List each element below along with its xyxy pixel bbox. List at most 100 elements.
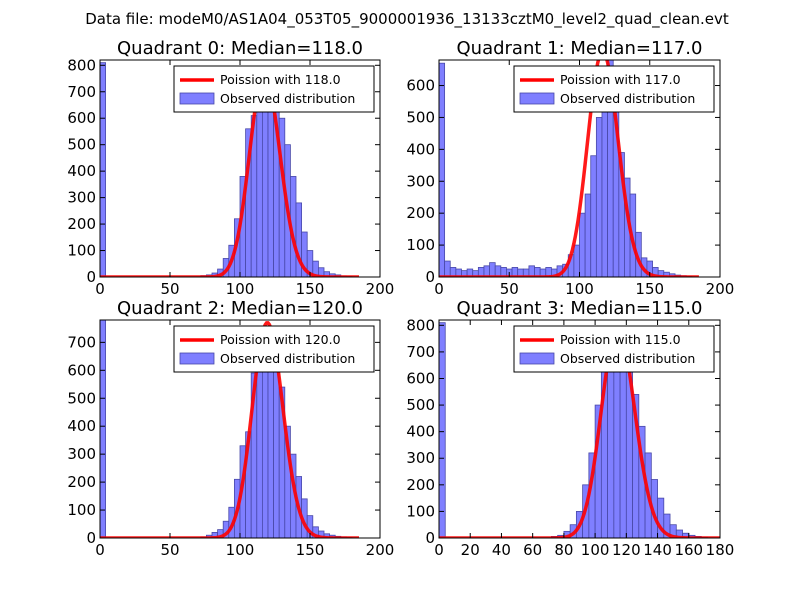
poisson-curve [439,60,699,277]
x-tick-label: 20 [461,541,480,559]
x-tick-label: 140 [643,541,672,559]
histogram-bar [573,244,580,277]
y-tick-label: 500 [406,108,435,126]
panel-0: Quadrant 0: Median=118.0 0 50 100 150 200 0 100… [67,38,394,298]
poisson-curve [439,326,720,538]
y-tick-label: 300 [67,189,96,207]
subplots: Quadrant 0: Median=118.00 50 100 150 2000100… [67,38,734,559]
legend-label-poisson: Poission with 117.0 [560,72,681,87]
y-tick-label: 500 [67,389,96,407]
histogram-bar [595,117,603,277]
histogram-bar [100,62,106,277]
x-tick-label: 50 [160,541,179,559]
y-tick-label: 200 [406,204,435,222]
x-tick-label: 200 [706,280,735,298]
histogram-bar [601,88,608,277]
x-tick-label: 200 [366,280,395,298]
y-tick-label: 300 [406,449,435,467]
axes-frame [438,319,721,539]
poisson-curve [100,71,359,277]
legend-label-observed: Observed distribution [560,91,695,106]
y-tick-label: 400 [406,423,435,441]
x-tick-label: 150 [296,280,325,298]
legend-label-poisson: Poission with 115.0 [560,332,681,347]
y-tick-label: 700 [67,333,96,351]
histogram-bar [439,322,446,538]
legend-bar-swatch [519,352,555,365]
y-tick-label: 0 [86,268,96,286]
panel-3: Quadrant 3: Median=115.00 20 40 60 80 100 120 1… [406,298,734,559]
y-tick-label: 100 [406,502,435,520]
panel-1: Quadrant 1: Median=117.0 0 50 100 150 200 0 100… [406,38,734,298]
legend-bar-swatch [519,92,555,105]
y-tick-label: 200 [67,473,96,491]
legend: Poission with 118.0 Observed distribution [173,65,375,113]
legend-label-observed: Observed distribution [560,351,695,366]
y-tick-label: 600 [406,369,435,387]
x-tick-label: 150 [635,280,664,298]
legend-label-observed: Observed distribution [220,351,355,366]
x-tick-label: 180 [706,541,735,559]
y-tick-label: 300 [406,172,435,190]
x-tick-label: 100 [226,541,255,559]
x-tick-label: 40 [492,541,511,559]
x-tick-label: 150 [296,541,325,559]
y-tick-label: 100 [67,242,96,260]
x-tick-label: 0 [95,280,105,298]
y-tick-label: 0 [425,529,435,547]
histogram-bar [439,62,446,277]
legend: Poission with 117.0 Observed distribution [513,65,715,113]
y-tick-label: 200 [67,215,96,233]
y-tick-label: 300 [67,445,96,463]
y-tick-label: 400 [67,162,96,180]
x-tick-label: 200 [366,541,395,559]
y-tick-label: 100 [406,236,435,254]
y-tick-label: 700 [67,83,96,101]
histogram-bar [444,260,451,277]
y-tick-label: 500 [406,396,435,414]
legend: Poission with 115.0 Observed distribution [513,325,715,373]
y-tick-label: 600 [406,77,435,95]
x-tick-label: 100 [565,280,594,298]
legend-label-poisson: Poission with 118.0 [220,72,341,87]
legend-label-poisson: Poission with 120.0 [220,332,341,347]
y-tick-label: 600 [67,109,96,127]
histogram-bar [607,356,615,538]
histogram-bar [579,212,586,277]
histogram-bar [273,358,280,538]
panel-title: Quadrant 2: Median=120.0 [117,298,363,319]
x-tick-label: 100 [226,280,255,298]
histogram-bar [590,155,597,277]
y-tick-label: 0 [425,268,435,286]
y-tick-label: 500 [67,136,96,154]
panel-title: Quadrant 3: Median=115.0 [457,298,703,319]
x-tick-label: 60 [523,541,542,559]
legend: Poission with 120.0 Observed distribution [173,325,375,373]
y-tick-label: 800 [67,56,96,74]
x-tick-label: 50 [500,280,519,298]
y-tick-label: 800 [406,316,435,334]
x-tick-label: 100 [581,541,610,559]
y-tick-label: 400 [67,417,96,435]
x-tick-label: 160 [674,541,703,559]
y-tick-label: 400 [406,140,435,158]
x-tick-label: 0 [434,541,444,559]
histogram-bar [584,193,592,277]
x-tick-label: 120 [612,541,641,559]
legend-label-observed: Observed distribution [220,91,355,106]
poisson-curve [100,321,359,538]
x-tick-label: 80 [554,541,573,559]
panel-2: Quadrant 2: Median=120.0 0 50 100 150 200 0 100… [67,298,394,559]
figure-title: Data file: modeM0/AS1A04_053T05_90000019… [85,10,729,29]
histogram-bar [267,86,274,277]
histogram-bar [256,91,263,277]
y-tick-label: 200 [406,476,435,494]
x-tick-label: 50 [160,280,179,298]
x-tick-label: 0 [95,541,105,559]
x-tick-label: 0 [434,280,444,298]
y-tick-label: 700 [406,343,435,361]
histogram-bar [489,262,496,277]
y-tick-label: 0 [86,529,96,547]
panel-title: Quadrant 0: Median=118.0 [117,38,363,59]
